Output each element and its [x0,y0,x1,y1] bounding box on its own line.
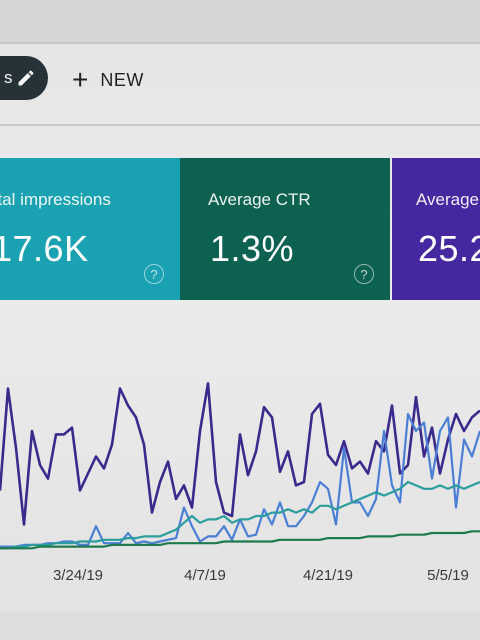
metric-card-ctr[interactable]: Average CTR 1.3% ? [180,158,390,300]
series-line-0 [0,382,480,526]
metric-value: 25.2 [418,228,480,269]
x-tick-label: 3/24/19 [53,567,103,584]
help-circle-icon[interactable]: ? [354,264,374,284]
metric-card-impressions[interactable]: otal impressions 17.6K ? [0,158,180,300]
edit-pill-button[interactable]: s [0,56,48,100]
metric-label: Average CTR [208,190,311,209]
series-line-2 [0,480,480,550]
divider [0,124,480,126]
plus-icon: + [72,64,89,95]
edit-pill-label: s [4,68,13,87]
x-tick-label: 4/21/19 [303,567,353,584]
x-tick-label: 4/7/19 [184,567,226,584]
metric-label: otal impressions [0,190,111,209]
new-button[interactable]: + NEW [72,66,144,94]
x-tick-label: 5/5/19 [427,567,469,584]
metric-value: 17.6K [0,228,89,269]
metric-label: Average p [416,190,480,209]
series-line-3 [0,530,480,550]
pencil-icon [18,70,34,86]
metric-card-position[interactable]: Average p 25.2 [392,158,480,300]
new-button-label: NEW [100,69,144,90]
performance-chart[interactable]: 3/24/19 4/7/19 4/21/19 5/5/19 [0,300,480,610]
metric-value: 1.3% [210,228,295,269]
top-bar [0,0,480,44]
bottom-bar [0,612,480,640]
help-circle-icon[interactable]: ? [144,264,164,284]
